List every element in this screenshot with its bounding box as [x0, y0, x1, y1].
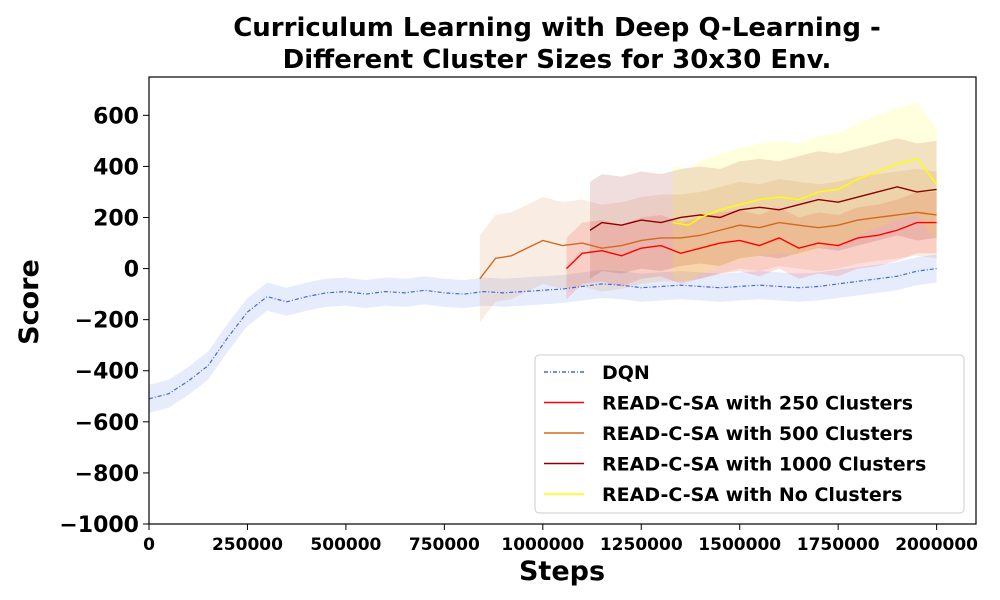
x-tick-label: 250000: [212, 535, 283, 555]
x-tick-label: 500000: [310, 535, 381, 555]
x-axis-ticks: 0 250000 500000 750000 1000000 1250000 1500000…: [143, 524, 978, 555]
x-tick-label: 2000000: [895, 535, 978, 555]
band-series-0: [149, 254, 937, 413]
series-lines: [148, 157, 938, 400]
line-series-2: [479, 211, 937, 280]
band-series-1: [566, 191, 937, 300]
band-series-3: [590, 138, 937, 279]
line-series-0: [148, 267, 937, 400]
band-series-4: [672, 102, 937, 282]
line-series-3: [589, 186, 937, 231]
legend-label-3: READ-C-SA with 1000 Clusters: [602, 454, 926, 476]
x-tick-label: 1000000: [501, 535, 584, 555]
y-tick-label: −600: [75, 411, 139, 436]
plot-frame: [148, 76, 977, 525]
x-tick-label: 1750000: [797, 535, 880, 555]
x-tick-label: 1250000: [600, 535, 683, 555]
legend-label-2: READ-C-SA with 500 Clusters: [602, 423, 913, 445]
y-axis-ticks: −1000 −800 −600 −400 −200 0 200 400 600: [59, 104, 149, 538]
y-tick-label: 400: [93, 155, 139, 180]
y-tick-label: 600: [93, 104, 139, 129]
legend-label-0: DQN: [602, 362, 650, 384]
legend: DQN READ-C-SA with 250 Clusters READ-C-SA …: [534, 354, 965, 514]
legend-label-4: READ-C-SA with No Clusters: [602, 484, 902, 506]
legend-box: [534, 354, 965, 514]
line-series-1: [565, 221, 937, 270]
y-tick-label: −800: [75, 462, 139, 487]
x-tick-label: 0: [143, 535, 155, 555]
y-tick-label: −200: [75, 309, 139, 334]
x-tick-label: 750000: [409, 535, 480, 555]
y-axis-label: Score: [14, 259, 45, 345]
x-axis-label: Steps: [519, 556, 605, 587]
line-series-4: [672, 157, 938, 226]
chart-title-line-2: Different Cluster Sizes for 30x30 Env.: [283, 45, 832, 75]
legend-label-1: READ-C-SA with 250 Clusters: [602, 393, 913, 415]
y-tick-label: 200: [93, 206, 139, 231]
y-tick-label: −400: [75, 360, 139, 385]
y-tick-label: −1000: [59, 513, 139, 538]
chart-title-line-1: Curriculum Learning with Deep Q-Learning…: [233, 13, 881, 43]
y-tick-label: 0: [124, 258, 139, 283]
x-tick-label: 1500000: [698, 535, 781, 555]
